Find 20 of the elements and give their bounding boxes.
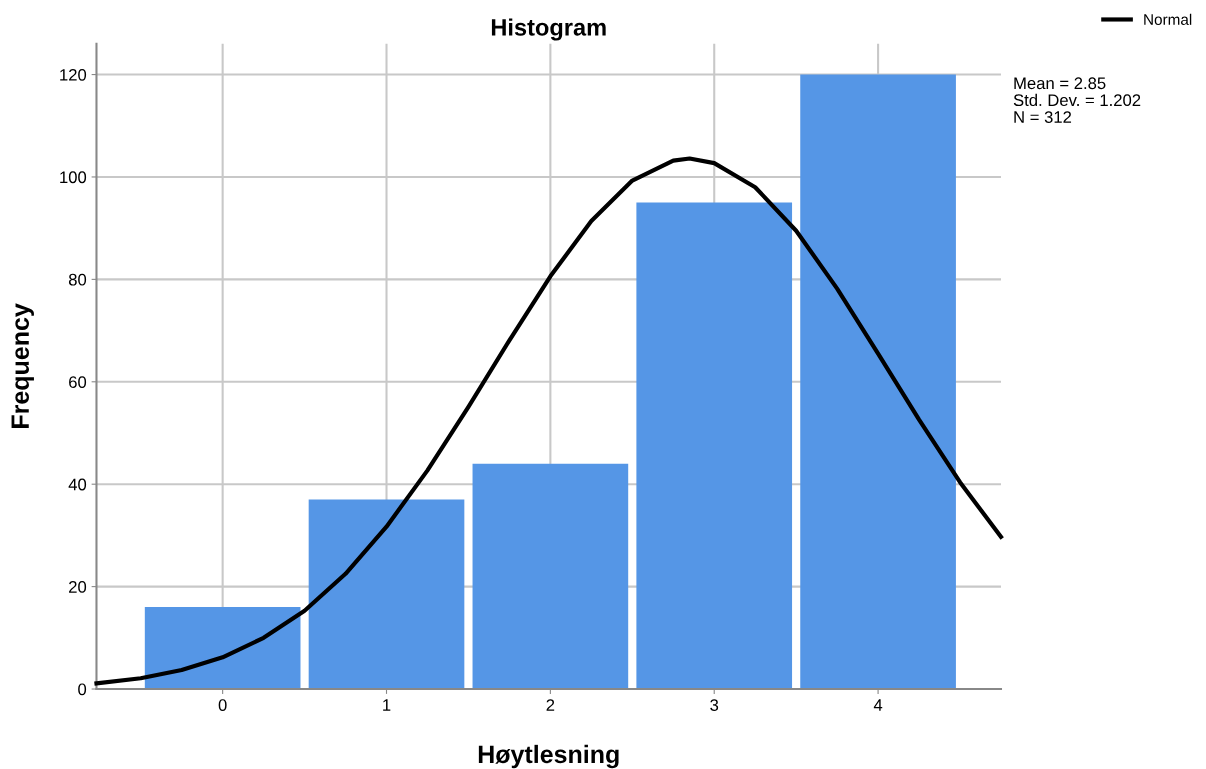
text: Mean = 2.85 (1014, 77, 1106, 90)
x-axis-title: Høytlesning (478, 744, 619, 769)
x-tick-label: 1 (383, 699, 391, 711)
text: Std. Dev. = 1.202 (1013, 93, 1141, 107)
y-tick-label: 120 (60, 68, 87, 81)
y-axis-title: Frequency (11, 303, 34, 428)
text: N = 312 (1014, 111, 1072, 123)
x-tick-label: 4 (873, 699, 883, 711)
y-tick-label: 100 (60, 171, 87, 184)
y-tick-label: 40 (68, 478, 87, 491)
x-tick-label: 2 (546, 699, 555, 711)
line-series (94, 156, 1004, 686)
legend-label: Normal (1144, 13, 1192, 25)
y-tick-label: 60 (69, 376, 87, 388)
chart-title: Histogram (491, 18, 606, 41)
x-tick-label: 3 (710, 699, 719, 711)
x-tick-label: 0 (218, 699, 227, 711)
y-tick-label: 20 (69, 581, 87, 593)
y-tick-label: 0 (78, 683, 87, 696)
y-tick-label: 80 (68, 273, 87, 286)
